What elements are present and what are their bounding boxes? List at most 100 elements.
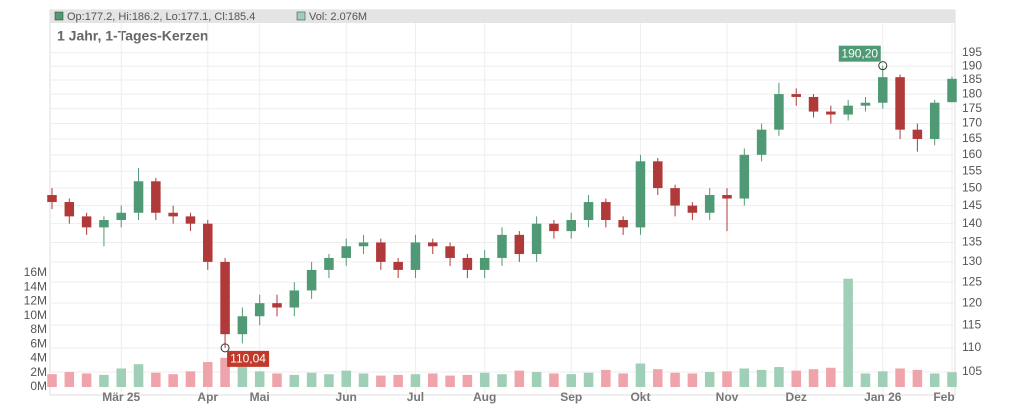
volume-tick-label: 6M [30, 336, 47, 350]
annotation-box [838, 45, 881, 62]
volume-bar [462, 374, 473, 387]
volume-tick-label: 8M [30, 322, 47, 336]
candle-body [774, 94, 784, 130]
candle-body [947, 78, 957, 103]
candle-body [393, 261, 403, 270]
candle-body [497, 234, 507, 258]
y-tick-label: 190 [962, 58, 982, 72]
y-tick-label: 115 [962, 317, 981, 331]
y-tick-label: 145 [962, 198, 982, 212]
volume-bar [601, 369, 611, 387]
y-tick-label: 195 [962, 45, 982, 59]
y-tick-label: 175 [962, 101, 982, 115]
y-tick-label: 185 [962, 72, 982, 86]
x-tick-label: Feb [933, 390, 954, 404]
y-tick-label: 165 [962, 131, 982, 145]
volume-bar [99, 374, 109, 387]
candle-body [306, 269, 317, 291]
volume-bar [670, 372, 680, 387]
volume-bar [739, 368, 750, 387]
y-tick-label: 135 [962, 235, 982, 249]
volume-tick-label: 10M [24, 308, 47, 322]
volume-bar [704, 372, 715, 387]
x-tick-label: Nov [716, 390, 739, 404]
candle-body [289, 290, 300, 308]
legend-bar [50, 10, 955, 23]
candle-body [895, 77, 905, 130]
volume-bar [549, 373, 559, 387]
y-tick-label: 180 [962, 86, 982, 100]
annotation-marker [878, 61, 888, 71]
volume-bar [756, 369, 767, 387]
candle-body [168, 212, 178, 217]
candle-body [583, 202, 594, 221]
y-tick-label: 170 [962, 116, 982, 130]
candle-body [272, 303, 282, 308]
volume-bar [324, 374, 334, 387]
chart-title: 1 Jahr, 1-Tages-Kerzen [57, 28, 208, 44]
volume-bar [653, 369, 663, 387]
volume-bar [618, 373, 628, 387]
volume-bar [341, 370, 351, 387]
candle-body [324, 257, 334, 270]
candle-body [670, 188, 680, 206]
volume-bar [479, 372, 490, 387]
volume-bar [116, 368, 126, 387]
candle-body [410, 242, 421, 270]
x-tick-label: Apr [197, 390, 218, 404]
volume-bar [808, 369, 819, 387]
candle-body [479, 257, 490, 270]
candle-body [531, 223, 542, 255]
x-tick-label: Mai [250, 390, 270, 404]
volume-bar [393, 374, 403, 387]
candle-body [635, 161, 646, 228]
volume-bar [445, 375, 455, 387]
volume-bar [774, 367, 784, 387]
volume-tick-label: 14M [24, 279, 47, 293]
candle-body [843, 105, 853, 115]
volume-bar [358, 373, 369, 387]
candle-body [929, 102, 940, 139]
candle-body [203, 223, 213, 262]
volume-bar [531, 372, 542, 387]
x-tick-label: Jul [407, 390, 424, 404]
x-tick-label: Mär 25 [102, 390, 140, 404]
candle-body [151, 181, 161, 213]
candle-body [116, 212, 126, 221]
y-tick-label: 105 [962, 364, 982, 378]
candle-body [220, 261, 230, 335]
volume-bar [376, 375, 386, 387]
plot-frame [49, 9, 956, 396]
volume-bar [947, 372, 957, 387]
annotation-box [227, 350, 270, 367]
volume-bar [566, 374, 576, 387]
volume-bar [791, 370, 801, 387]
legend-volume: Vol: 2.076M [309, 11, 367, 23]
candle-body [462, 257, 473, 270]
legend-swatch [296, 11, 306, 21]
candle-body [99, 220, 109, 228]
volume-tick-label: 16M [24, 265, 47, 279]
y-tick-label: 120 [962, 295, 982, 309]
candle-body [341, 246, 351, 258]
candle-body [81, 216, 92, 228]
candle-body [687, 205, 698, 213]
volume-bar [81, 373, 92, 387]
volume-bar [912, 369, 923, 387]
volume-bar [47, 374, 57, 387]
volume-tick-label: 2M [30, 365, 47, 379]
candle-body [185, 216, 196, 224]
candle-body [376, 242, 386, 262]
volume-bar [514, 370, 525, 387]
y-tick-label: 140 [962, 216, 982, 230]
volume-bar [929, 373, 940, 387]
volume-bar [254, 371, 265, 387]
volume-bar [895, 368, 905, 387]
volume-bar [428, 373, 438, 387]
annotation-label: 190,20 [841, 46, 878, 60]
x-tick-label: Jun [336, 390, 357, 404]
candle-body [791, 94, 801, 97]
volume-bar [826, 367, 836, 387]
volume-bar [64, 372, 75, 387]
candle-body [722, 195, 732, 199]
